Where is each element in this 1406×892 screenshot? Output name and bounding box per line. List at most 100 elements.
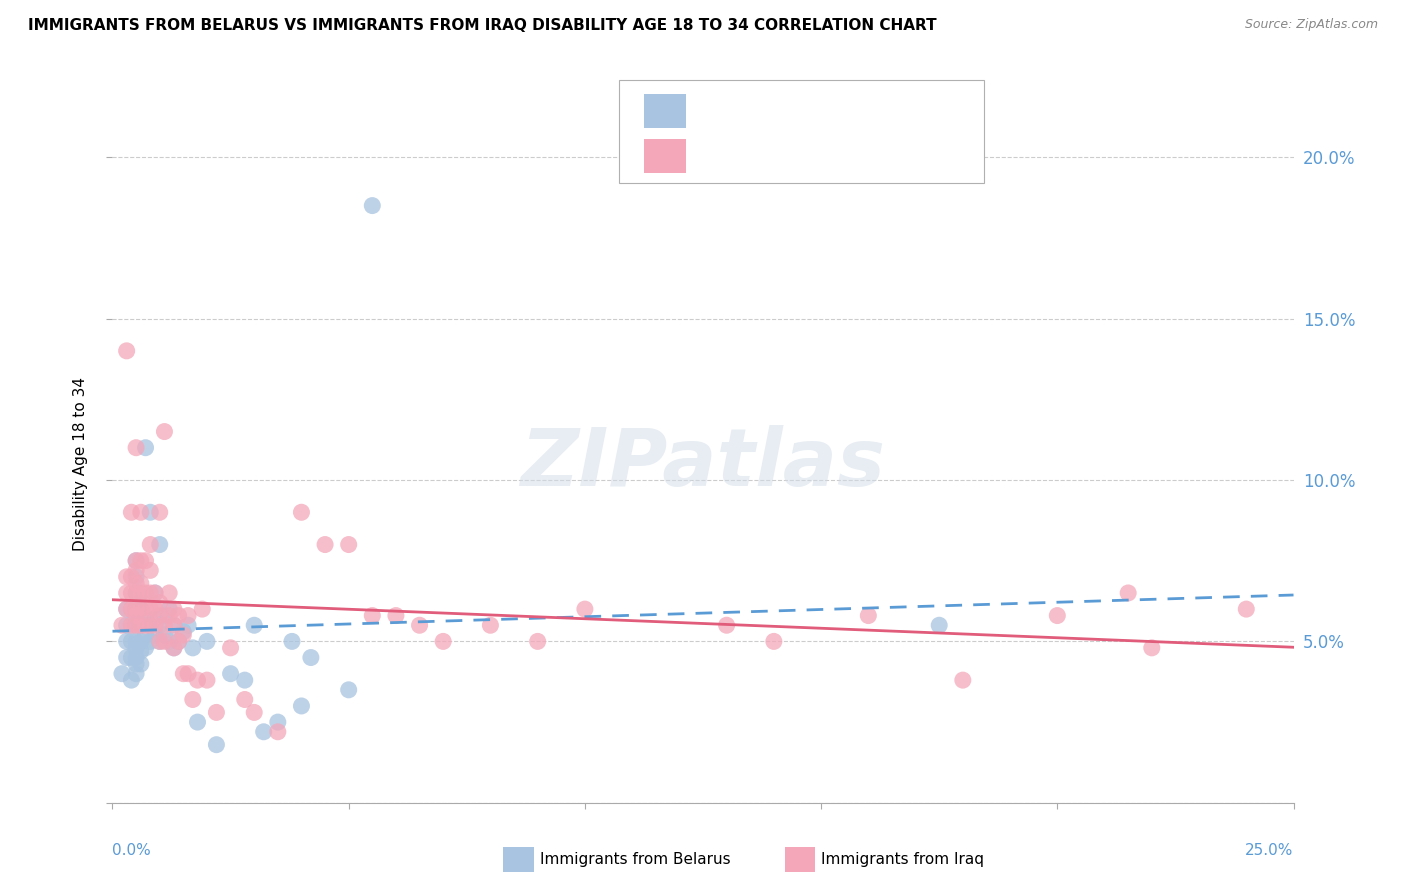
Text: R =: R =	[700, 103, 737, 121]
Point	[153, 618, 176, 632]
Point	[129, 644, 152, 658]
Point	[125, 570, 148, 584]
Point	[143, 628, 166, 642]
Point	[205, 706, 228, 720]
Point	[233, 673, 256, 687]
Point	[181, 692, 204, 706]
Point	[115, 602, 138, 616]
Point	[172, 628, 194, 642]
Point	[205, 738, 228, 752]
Point	[143, 586, 166, 600]
Point	[163, 618, 186, 632]
Point	[163, 602, 186, 616]
Point	[143, 586, 166, 600]
Point	[195, 673, 218, 687]
Point	[129, 554, 152, 568]
Point	[191, 602, 214, 616]
Point	[149, 618, 172, 632]
Text: Source: ZipAtlas.com: Source: ZipAtlas.com	[1244, 18, 1378, 31]
Point	[111, 666, 134, 681]
Point	[163, 640, 186, 655]
Point	[129, 618, 152, 632]
Text: N =: N =	[787, 103, 835, 121]
Point	[139, 586, 162, 600]
Point	[186, 715, 208, 730]
Point	[314, 537, 336, 551]
Point	[928, 618, 950, 632]
Point	[125, 441, 148, 455]
Point	[115, 570, 138, 584]
Text: IMMIGRANTS FROM BELARUS VS IMMIGRANTS FROM IRAQ DISABILITY AGE 18 TO 34 CORRELAT: IMMIGRANTS FROM BELARUS VS IMMIGRANTS FR…	[28, 18, 936, 33]
Point	[125, 618, 148, 632]
Point	[267, 715, 290, 730]
Point	[1140, 640, 1163, 655]
Point	[125, 586, 148, 600]
Point	[172, 624, 194, 639]
Point	[115, 618, 138, 632]
Point	[233, 692, 256, 706]
Point	[290, 505, 312, 519]
Point	[125, 554, 148, 568]
Point	[153, 425, 176, 439]
Point	[526, 634, 548, 648]
Point	[120, 650, 142, 665]
Point	[129, 634, 152, 648]
Point	[149, 634, 172, 648]
Point	[385, 608, 408, 623]
Point	[167, 634, 190, 648]
Point	[139, 563, 162, 577]
Point	[129, 586, 152, 600]
Point	[574, 602, 596, 616]
Text: 81: 81	[838, 148, 859, 166]
Point	[135, 554, 157, 568]
Point	[111, 618, 134, 632]
Point	[143, 618, 166, 632]
Point	[129, 505, 152, 519]
Point	[432, 634, 454, 648]
Point	[186, 673, 208, 687]
Point	[129, 602, 152, 616]
Text: -0.140: -0.140	[740, 148, 793, 166]
Point	[1046, 608, 1069, 623]
Point	[115, 586, 138, 600]
Point	[243, 706, 266, 720]
Point	[115, 634, 138, 648]
Point	[125, 576, 148, 591]
Point	[157, 586, 180, 600]
Point	[125, 657, 148, 671]
Point	[135, 441, 157, 455]
Point	[153, 628, 176, 642]
Point	[716, 618, 738, 632]
Point	[120, 602, 142, 616]
Point	[361, 608, 384, 623]
Point	[135, 602, 157, 616]
Point	[408, 618, 430, 632]
Text: 0.0%: 0.0%	[112, 844, 152, 858]
Point	[125, 640, 148, 655]
Point	[135, 628, 157, 642]
Point	[153, 608, 176, 623]
Point	[143, 612, 166, 626]
Point	[149, 537, 172, 551]
Point	[125, 666, 148, 681]
Point	[139, 602, 162, 616]
Text: 0.024: 0.024	[740, 103, 787, 121]
Point	[149, 505, 172, 519]
Point	[219, 666, 242, 681]
Point	[290, 698, 312, 713]
Point	[157, 634, 180, 648]
Point	[135, 612, 157, 626]
Point	[149, 608, 172, 623]
Point	[125, 634, 148, 648]
Point	[479, 618, 502, 632]
Point	[149, 634, 172, 648]
Point	[120, 570, 142, 584]
Point	[125, 554, 148, 568]
Point	[181, 640, 204, 655]
Point	[139, 537, 162, 551]
Point	[172, 666, 194, 681]
Text: Immigrants from Belarus: Immigrants from Belarus	[540, 853, 731, 867]
Point	[952, 673, 974, 687]
Point	[167, 608, 190, 623]
Point	[125, 650, 148, 665]
